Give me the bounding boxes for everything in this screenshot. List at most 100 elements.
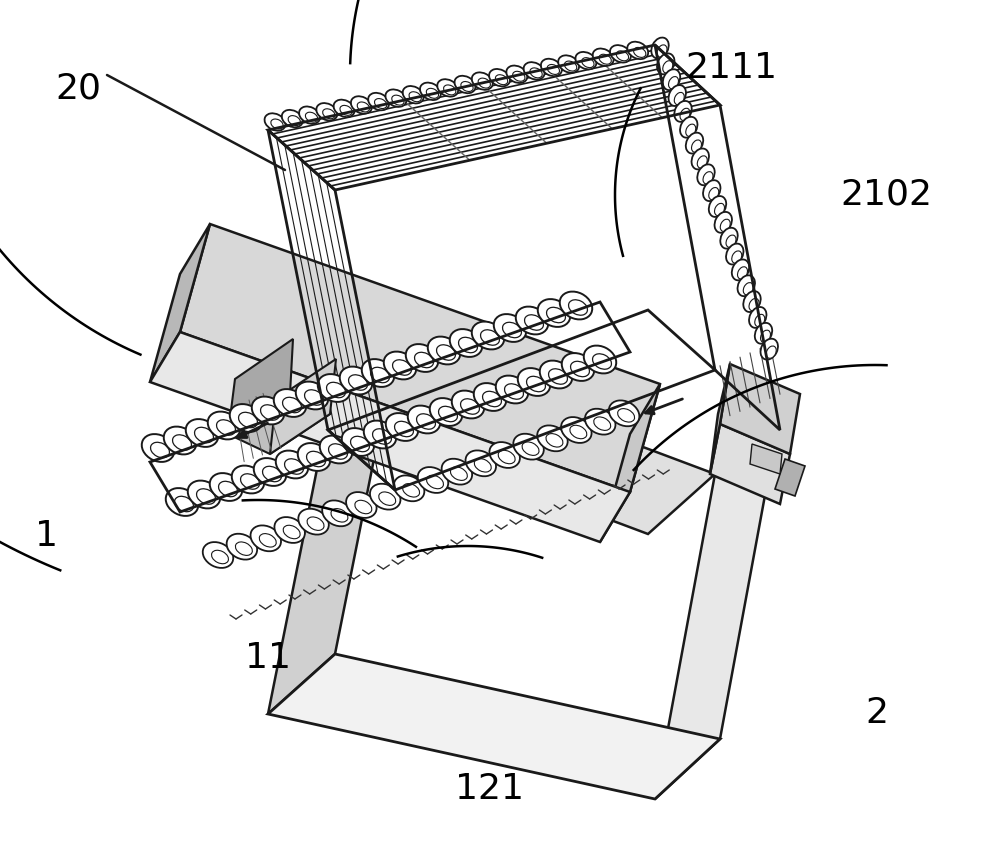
Ellipse shape bbox=[298, 509, 329, 534]
Ellipse shape bbox=[538, 299, 570, 327]
Ellipse shape bbox=[755, 314, 765, 327]
Ellipse shape bbox=[709, 187, 719, 200]
Ellipse shape bbox=[444, 85, 456, 95]
Ellipse shape bbox=[420, 83, 441, 100]
Polygon shape bbox=[750, 444, 782, 474]
Ellipse shape bbox=[461, 398, 479, 414]
Ellipse shape bbox=[503, 322, 521, 338]
Ellipse shape bbox=[546, 434, 563, 447]
Text: 2111: 2111 bbox=[685, 51, 777, 84]
Ellipse shape bbox=[394, 475, 424, 501]
Ellipse shape bbox=[342, 428, 374, 456]
Ellipse shape bbox=[738, 275, 755, 296]
Ellipse shape bbox=[663, 61, 673, 73]
Ellipse shape bbox=[265, 113, 285, 131]
Ellipse shape bbox=[307, 517, 324, 530]
Ellipse shape bbox=[720, 228, 738, 249]
Ellipse shape bbox=[374, 99, 387, 109]
Ellipse shape bbox=[715, 203, 724, 215]
Ellipse shape bbox=[271, 119, 283, 129]
Polygon shape bbox=[150, 332, 630, 542]
Ellipse shape bbox=[627, 41, 648, 59]
Ellipse shape bbox=[450, 329, 482, 357]
Ellipse shape bbox=[357, 102, 370, 112]
Ellipse shape bbox=[241, 473, 259, 490]
Polygon shape bbox=[270, 359, 336, 454]
Ellipse shape bbox=[634, 47, 646, 57]
Ellipse shape bbox=[212, 550, 228, 564]
Ellipse shape bbox=[340, 106, 352, 116]
Ellipse shape bbox=[406, 344, 438, 372]
Ellipse shape bbox=[371, 367, 389, 382]
Ellipse shape bbox=[320, 436, 352, 463]
Ellipse shape bbox=[259, 533, 276, 547]
Ellipse shape bbox=[459, 338, 477, 353]
Ellipse shape bbox=[466, 451, 496, 476]
Ellipse shape bbox=[582, 57, 594, 68]
Ellipse shape bbox=[373, 429, 391, 444]
Ellipse shape bbox=[173, 435, 191, 450]
Ellipse shape bbox=[513, 71, 525, 81]
Ellipse shape bbox=[674, 101, 692, 122]
Text: 11: 11 bbox=[245, 641, 291, 675]
Polygon shape bbox=[600, 384, 660, 542]
Ellipse shape bbox=[298, 443, 330, 471]
Ellipse shape bbox=[496, 376, 528, 403]
Ellipse shape bbox=[403, 484, 420, 497]
Ellipse shape bbox=[686, 124, 696, 137]
Polygon shape bbox=[720, 364, 800, 454]
Ellipse shape bbox=[340, 366, 372, 394]
Ellipse shape bbox=[288, 116, 300, 126]
Ellipse shape bbox=[732, 259, 749, 280]
Ellipse shape bbox=[450, 467, 467, 480]
Ellipse shape bbox=[593, 354, 611, 369]
Ellipse shape bbox=[495, 75, 508, 84]
Polygon shape bbox=[150, 224, 210, 382]
Ellipse shape bbox=[749, 307, 766, 328]
Ellipse shape bbox=[329, 444, 347, 459]
Ellipse shape bbox=[285, 459, 303, 474]
Ellipse shape bbox=[252, 397, 284, 425]
Ellipse shape bbox=[254, 458, 286, 486]
Ellipse shape bbox=[362, 359, 394, 387]
Ellipse shape bbox=[239, 412, 257, 428]
Ellipse shape bbox=[472, 322, 504, 349]
Ellipse shape bbox=[430, 398, 462, 426]
Ellipse shape bbox=[316, 103, 337, 121]
Ellipse shape bbox=[351, 436, 369, 452]
Ellipse shape bbox=[498, 450, 515, 463]
Ellipse shape bbox=[386, 413, 418, 441]
Ellipse shape bbox=[203, 542, 233, 568]
Ellipse shape bbox=[755, 323, 772, 344]
Ellipse shape bbox=[522, 442, 539, 456]
Ellipse shape bbox=[208, 412, 240, 440]
Ellipse shape bbox=[393, 360, 411, 376]
Ellipse shape bbox=[561, 417, 592, 443]
Ellipse shape bbox=[749, 299, 759, 311]
Ellipse shape bbox=[726, 235, 736, 247]
Ellipse shape bbox=[322, 500, 353, 527]
Ellipse shape bbox=[452, 391, 484, 419]
Ellipse shape bbox=[415, 352, 433, 368]
Ellipse shape bbox=[417, 414, 435, 430]
Ellipse shape bbox=[283, 398, 301, 413]
Ellipse shape bbox=[651, 37, 669, 58]
Ellipse shape bbox=[195, 427, 213, 443]
Ellipse shape bbox=[616, 51, 629, 61]
Ellipse shape bbox=[697, 165, 715, 185]
Ellipse shape bbox=[766, 346, 776, 359]
Ellipse shape bbox=[692, 149, 709, 170]
Ellipse shape bbox=[618, 408, 635, 422]
Ellipse shape bbox=[392, 95, 404, 106]
Ellipse shape bbox=[166, 488, 198, 516]
Polygon shape bbox=[228, 394, 330, 454]
Ellipse shape bbox=[697, 156, 707, 168]
Ellipse shape bbox=[384, 352, 416, 380]
Ellipse shape bbox=[403, 86, 424, 104]
Ellipse shape bbox=[442, 459, 472, 484]
Ellipse shape bbox=[525, 315, 543, 330]
Ellipse shape bbox=[197, 489, 215, 504]
Ellipse shape bbox=[274, 389, 306, 417]
Ellipse shape bbox=[585, 408, 615, 435]
Polygon shape bbox=[328, 354, 715, 534]
